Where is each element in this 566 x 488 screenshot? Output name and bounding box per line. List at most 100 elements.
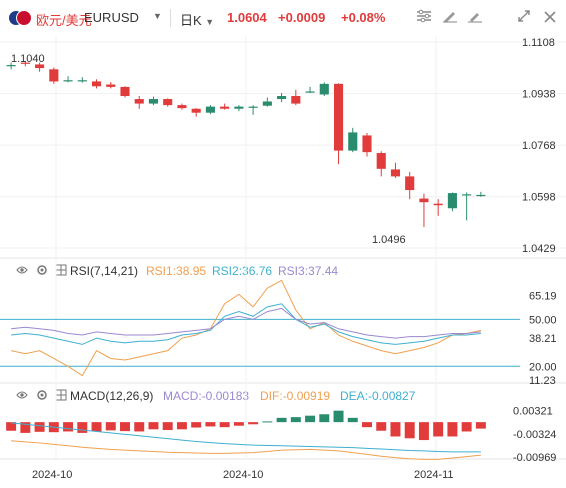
macd-histogram-bar [390, 422, 401, 437]
macd-histogram-bar [205, 422, 216, 427]
rsi-tick-label: 65.19 [529, 291, 557, 303]
macd-histogram-bar [233, 422, 244, 426]
dea-name: DEA [340, 389, 365, 403]
macd-histogram-bar [475, 422, 486, 429]
symbol-name-cn[interactable]: 欧元/美元 [36, 13, 92, 28]
price-change: +0.0009 [278, 10, 326, 25]
candle-body [6, 65, 16, 67]
symbol-code[interactable]: EURUSD [84, 10, 139, 25]
candle-body [447, 193, 457, 209]
macd-tick-label: 0.00321 [513, 406, 553, 418]
rsi2-value: 36.76 [242, 264, 273, 278]
macd-histogram-bar [376, 422, 387, 431]
rsi-series-line [11, 279, 481, 377]
candle-body [405, 176, 415, 191]
macd-histogram-bar [461, 422, 472, 432]
macd-title[interactable]: MACD(12,26,9) [70, 389, 154, 403]
candle-body [20, 62, 30, 64]
rsi-tick-label: 38.21 [529, 333, 557, 345]
rsi3-name: RSI3 [278, 264, 305, 278]
candle-body [191, 108, 201, 113]
candle-body [277, 96, 287, 100]
candle-body [248, 106, 258, 108]
macd-name: MACD [163, 389, 199, 403]
fullscreen-icon[interactable] [514, 9, 534, 29]
macd-series-line [11, 440, 481, 460]
candle-body [220, 106, 230, 109]
divider [170, 9, 171, 27]
period-label: 日K [180, 13, 202, 28]
macd-histogram-bar [418, 422, 429, 441]
currency-flag-icon [8, 10, 34, 26]
macd-histogram-bar [262, 421, 273, 423]
macd-value: -0.00183 [201, 389, 250, 403]
rsi-tick-label: 11.23 [529, 375, 556, 387]
rsi-series-line [11, 307, 481, 339]
x-tick-label: 2024-10 [32, 469, 72, 481]
macd-histogram-bar [20, 422, 31, 433]
close-icon[interactable] [540, 9, 560, 29]
rsi-tick-label: 20.00 [529, 361, 557, 373]
dea-legend: DEA:-0.00827 [340, 389, 416, 403]
rsi2-legend: RSI2:36.76 [212, 264, 273, 278]
candle-body [77, 80, 87, 82]
candle-body [120, 86, 130, 97]
candle-body [462, 194, 472, 196]
macd-tick-label: -0.00324 [513, 429, 556, 441]
period-caret-icon: ▼ [205, 17, 215, 27]
macd-histogram-bar [333, 410, 344, 423]
rsi-title[interactable]: RSI(7,14,21) [70, 264, 139, 278]
draw-icon[interactable] [440, 9, 460, 29]
macd-histogram-bar [77, 422, 88, 433]
settings-gear-icon[interactable] [36, 389, 48, 404]
y-tick-label: 1.0768 [522, 140, 556, 152]
candle-body [476, 194, 486, 197]
macd-histogram-bar [91, 422, 102, 432]
y-tick-label: 1.1108 [522, 37, 555, 49]
macd-histogram-bar [319, 414, 330, 423]
macd-histogram-bar [191, 422, 202, 428]
candle-body [305, 91, 315, 93]
macd-series-line [11, 422, 481, 453]
dif-legend: DIF:-0.00919 [260, 389, 331, 403]
macd-legend: MACD:-0.00183 [163, 389, 250, 403]
dif-value: -0.00919 [282, 389, 331, 403]
candle-body [205, 106, 215, 113]
rsi1-value: 38.95 [176, 264, 207, 278]
edit-icon[interactable] [465, 9, 485, 29]
macd-histogram-bar [447, 422, 458, 437]
x-tick-label: 2024-11 [414, 469, 454, 481]
candle-body [390, 169, 401, 177]
indicator-icon[interactable] [414, 9, 434, 29]
period-selector[interactable]: 日K ▼ [180, 10, 214, 29]
macd-histogram-bar [162, 422, 173, 431]
eye-icon[interactable] [16, 389, 28, 403]
y-tick-label: 1.0429 [522, 243, 556, 255]
candle-body [163, 99, 173, 106]
eye-icon[interactable] [16, 264, 28, 278]
candle-body [177, 105, 187, 109]
macd-histogram-bar [6, 422, 17, 431]
macd-tick-label: -0.00969 [513, 452, 556, 464]
candle-body [376, 153, 386, 169]
candle-body [106, 84, 116, 87]
macd-histogram-bar [34, 422, 45, 432]
dif-name: DIF [260, 389, 280, 403]
candle-body [49, 69, 59, 82]
y-tick-label: 1.0938 [522, 89, 556, 101]
candle-body [348, 132, 358, 151]
macd-histogram-bar [176, 422, 187, 430]
settings-gear-icon[interactable] [36, 264, 48, 279]
candle-body [91, 81, 102, 87]
y-tick-label: 1.0598 [522, 192, 556, 204]
price-change-pct: +0.08% [341, 10, 386, 25]
rsi1-legend: RSI1:38.95 [146, 264, 207, 278]
rsi-tick-label: 50.00 [529, 314, 557, 326]
rsi1-name: RSI1 [146, 264, 173, 278]
caret-down-icon[interactable]: ▼ [153, 11, 162, 21]
macd-histogram-bar [219, 422, 230, 428]
candle-body [419, 198, 429, 203]
rsi-series-line [11, 303, 481, 345]
candle-body [262, 101, 272, 106]
